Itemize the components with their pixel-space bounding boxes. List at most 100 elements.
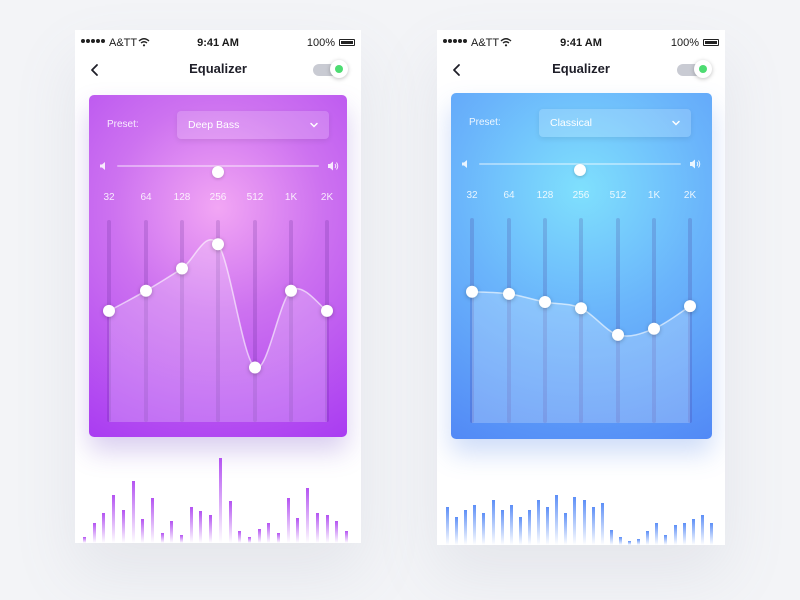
spectrum-bar [709,523,713,545]
spectrum-bar [509,505,513,545]
spectrum-bar [700,515,704,545]
status-time: 9:41 AM [560,37,602,49]
back-chevron-icon[interactable] [449,60,465,80]
frequency-label-2k: 2K [683,190,697,201]
band-knob-512[interactable] [249,361,261,374]
spectrum-bar [306,488,310,543]
spectrum-bar [335,521,339,543]
band-knob-64[interactable] [140,284,152,297]
spectrum-bar [257,529,261,543]
preset-dropdown[interactable]: Deep Bass [177,111,329,139]
volume-low-icon [462,160,467,168]
band-track-2k[interactable] [688,218,692,423]
spectrum-bar [150,498,154,543]
frequency-label-2k: 2K [320,192,334,203]
spectrum-bar [247,537,251,543]
band-track-256[interactable] [216,220,220,422]
equalizer-graph[interactable] [89,95,347,437]
volume-knob[interactable] [212,166,224,178]
band-knob-128[interactable] [176,262,188,275]
spectrum-bar [267,523,271,543]
spectrum-bar [228,501,232,543]
spectrum-bar [691,519,695,545]
spectrum-bar [537,500,540,545]
band-knob-32[interactable] [466,285,478,298]
frequency-label-1k: 1K [284,192,298,203]
band-knob-128[interactable] [539,296,551,309]
equalizer-toggle[interactable] [677,60,712,78]
navbar: Equalizer [437,58,725,82]
preset-value: Classical [550,117,593,129]
carrier-label: A&TT [109,37,138,49]
frequency-label-32: 32 [103,192,115,203]
battery-icon [703,39,719,46]
frequency-label-64: 64 [503,190,515,201]
frequency-label-32: 32 [466,190,478,201]
spectrum-bar [527,510,531,545]
toggle-knob[interactable] [330,60,348,78]
equalizer-screen-deep-bass: A&TT 9:41 AM 100% Equalizer Preset: Deep… [75,30,361,543]
toggle-knob[interactable] [694,60,712,78]
volume-slider[interactable] [461,157,701,176]
page-title: Equalizer [189,61,247,76]
spectrum-bar [277,533,280,543]
band-knob-512[interactable] [612,328,624,341]
volume-low-icon [100,162,105,170]
spectrum-bar [591,507,595,545]
frequency-label-1k: 1K [647,190,661,201]
spectrum-bar [564,513,568,545]
signal-icon [443,39,469,45]
frequency-label-256: 256 [209,192,227,203]
band-knob-64[interactable] [503,287,515,300]
spectrum-bar [637,539,641,545]
band-track-256[interactable] [579,218,583,423]
band-track-1k[interactable] [289,220,293,422]
spectrum-bar [482,513,486,545]
frequency-label-256: 256 [572,190,590,201]
spectrum-bar [286,498,290,543]
band-track-2k[interactable] [325,220,329,422]
band-track-32[interactable] [470,218,474,423]
chevron-down-icon [310,122,318,128]
band-knob-256[interactable] [575,302,587,315]
wifi-icon [500,38,512,47]
equalizer-card: Preset: Deep Bass 32 64 128 256 512 1K 2K [89,95,347,437]
back-chevron-icon[interactable] [87,60,103,80]
spectrum-bar [189,507,193,543]
spectrum-visualizer [75,433,361,543]
band-knob-2k[interactable] [321,304,333,317]
navbar: Equalizer [75,58,361,82]
spectrum-bar [664,535,668,545]
band-knob-1k[interactable] [648,322,660,335]
spectrum-bar [180,535,183,543]
band-track-64[interactable] [144,220,148,422]
spectrum-bar [455,517,459,545]
spectrum-bar [673,525,677,545]
preset-label: Preset: [469,117,501,128]
volume-track[interactable] [117,165,319,178]
volume-slider[interactable] [99,159,339,178]
band-knob-256[interactable] [212,238,224,251]
band-knob-1k[interactable] [285,284,297,297]
volume-knob[interactable] [574,164,586,176]
spectrum-bar [609,530,613,545]
eq-curve-area [472,291,690,423]
frequency-label-128: 128 [536,190,554,201]
spectrum-bar [628,541,631,545]
spectrum-bar [102,513,106,543]
band-knob-32[interactable] [103,304,115,317]
band-track-512[interactable] [616,218,620,423]
frequency-label-128: 128 [173,192,191,203]
volume-track[interactable] [479,163,681,176]
band-track-1k[interactable] [652,218,656,423]
equalizer-graph[interactable] [451,93,712,439]
band-track-128[interactable] [543,218,547,423]
band-track-32[interactable] [107,220,111,422]
preset-dropdown[interactable]: Classical [539,109,691,137]
band-track-64[interactable] [507,218,511,423]
equalizer-toggle[interactable] [313,60,348,78]
band-knob-2k[interactable] [684,300,696,313]
spectrum-bar [170,521,174,543]
battery-percent: 100% [670,37,699,49]
equalizer-screen-classical: A&TT 9:41 AM 100% Equalizer Preset: Clas… [437,30,725,545]
